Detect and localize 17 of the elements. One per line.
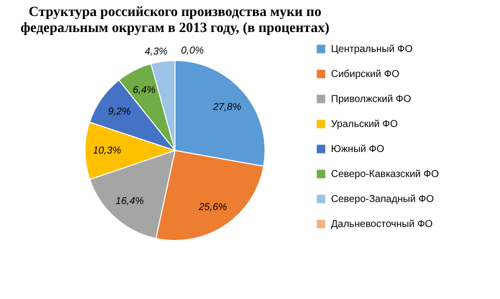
legend-label: Дальневосточный ФО: [331, 219, 433, 230]
data-label: 10,3%: [92, 146, 122, 157]
legend-label: Центральный ФО: [331, 44, 413, 55]
data-label: 6,4%: [132, 84, 156, 96]
text: 0,0%: [181, 46, 204, 56]
chart-title: Структура российского производства муки по федеральным округам в 2013 году, (в процентах): [20, 5, 330, 36]
legend-label: Южный ФО: [331, 144, 384, 155]
data-label: 27,8%: [212, 102, 242, 113]
data-label: 4,3%: [144, 46, 168, 58]
data-label: 16,4%: [116, 196, 144, 208]
legend-label: Приволжский ФО: [331, 94, 412, 105]
data-label: 25,6%: [198, 202, 228, 213]
legend-label: Сибирский ФО: [331, 69, 400, 80]
legend-label: Северо-Кавказский ФО: [331, 169, 440, 180]
legend-label: Северо-Западный ФО: [331, 194, 434, 205]
data-label: 9,2%: [108, 106, 131, 118]
legend-label: Уральский ФО: [331, 119, 398, 130]
